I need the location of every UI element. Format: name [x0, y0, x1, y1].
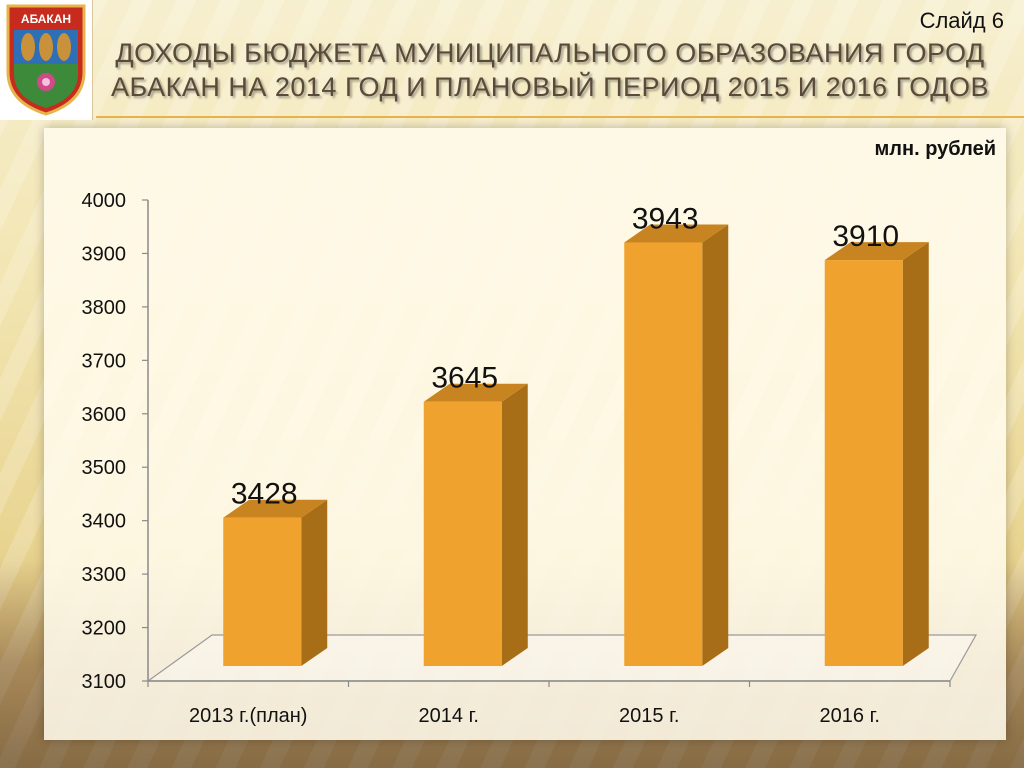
y-tick-label: 3200	[82, 618, 127, 640]
data-label: 3910	[832, 220, 899, 253]
title-line-2: АБАКАН НА 2014 ГОД И ПЛАНОВЫЙ ПЕРИОД 201…	[111, 72, 989, 102]
x-tick-label: 2013 г.(план)	[189, 705, 307, 727]
chart-labels: 3428 2013 г.(план) 3645 2014 г. 3943 2015 г. 3…	[189, 202, 899, 727]
bar-top	[223, 499, 328, 518]
bar-side	[702, 224, 729, 667]
emblem-text: АБАКАН	[21, 12, 71, 26]
y-tick-label: 3700	[82, 350, 127, 372]
y-tick-label: 4000	[82, 190, 127, 212]
bar	[624, 242, 703, 667]
chart-bars	[223, 224, 929, 667]
data-label: 3645	[431, 362, 498, 395]
city-emblem: АБАКАН	[0, 0, 93, 120]
data-label: 3943	[632, 202, 699, 235]
bar	[223, 517, 302, 666]
x-tick-label: 2014 г.	[419, 705, 479, 727]
bar-side	[301, 499, 328, 666]
data-label: 3428	[231, 478, 298, 511]
bar	[423, 401, 502, 666]
bar-side	[902, 242, 929, 666]
bar-top	[423, 383, 528, 402]
y-tick-label: 3300	[82, 564, 127, 586]
y-tick-label: 3500	[82, 457, 127, 479]
y-tick-label: 3400	[82, 511, 127, 533]
y-tick-label: 3800	[82, 297, 127, 319]
x-tick-label: 2015 г.	[619, 705, 679, 727]
chart-axes: 3100 3200 3300 3400 3500 3600 3700 3800 3900 4000	[82, 190, 951, 693]
y-tick-label: 3900	[82, 243, 127, 265]
bar	[824, 260, 903, 666]
y-tick-label: 3100	[82, 671, 127, 693]
x-tick-label: 2016 г.	[820, 705, 880, 727]
title-line-1: ДОХОДЫ БЮДЖЕТА МУНИЦИПАЛЬНОГО ОБРАЗОВАНИ…	[115, 38, 985, 68]
y-tick-label: 3600	[82, 404, 127, 426]
slide-number: Слайд 6	[919, 8, 1004, 33]
bar-top	[624, 224, 729, 243]
page-title: ДОХОДЫ БЮДЖЕТА МУНИЦИПАЛЬНОГО ОБРАЗОВАНИ…	[100, 36, 1000, 104]
unit-label: млн. рублей	[874, 138, 996, 160]
title-divider	[96, 116, 1024, 118]
bar-side	[501, 383, 528, 666]
coat-of-arms-icon: АБАКАН	[6, 4, 86, 116]
bar-top	[824, 242, 929, 261]
